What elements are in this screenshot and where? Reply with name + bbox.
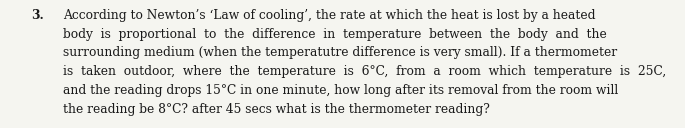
Text: According to Newton’s ‘Law of cooling’, the rate at which the heat is lost by a : According to Newton’s ‘Law of cooling’, … bbox=[63, 9, 595, 22]
Text: the reading be 8°C? after 45 secs what is the thermometer reading?: the reading be 8°C? after 45 secs what i… bbox=[63, 103, 490, 116]
Text: 3.: 3. bbox=[31, 9, 44, 22]
Text: body  is  proportional  to  the  difference  in  temperature  between  the  body: body is proportional to the difference i… bbox=[63, 28, 607, 41]
Text: surrounding medium (when the temperatutre difference is very small). If a thermo: surrounding medium (when the temperatutr… bbox=[63, 46, 617, 60]
Text: and the reading drops 15°C in one minute, how long after its removal from the ro: and the reading drops 15°C in one minute… bbox=[63, 84, 619, 97]
Text: is  taken  outdoor,  where  the  temperature  is  6°C,  from  a  room  which  te: is taken outdoor, where the temperature … bbox=[63, 65, 667, 78]
